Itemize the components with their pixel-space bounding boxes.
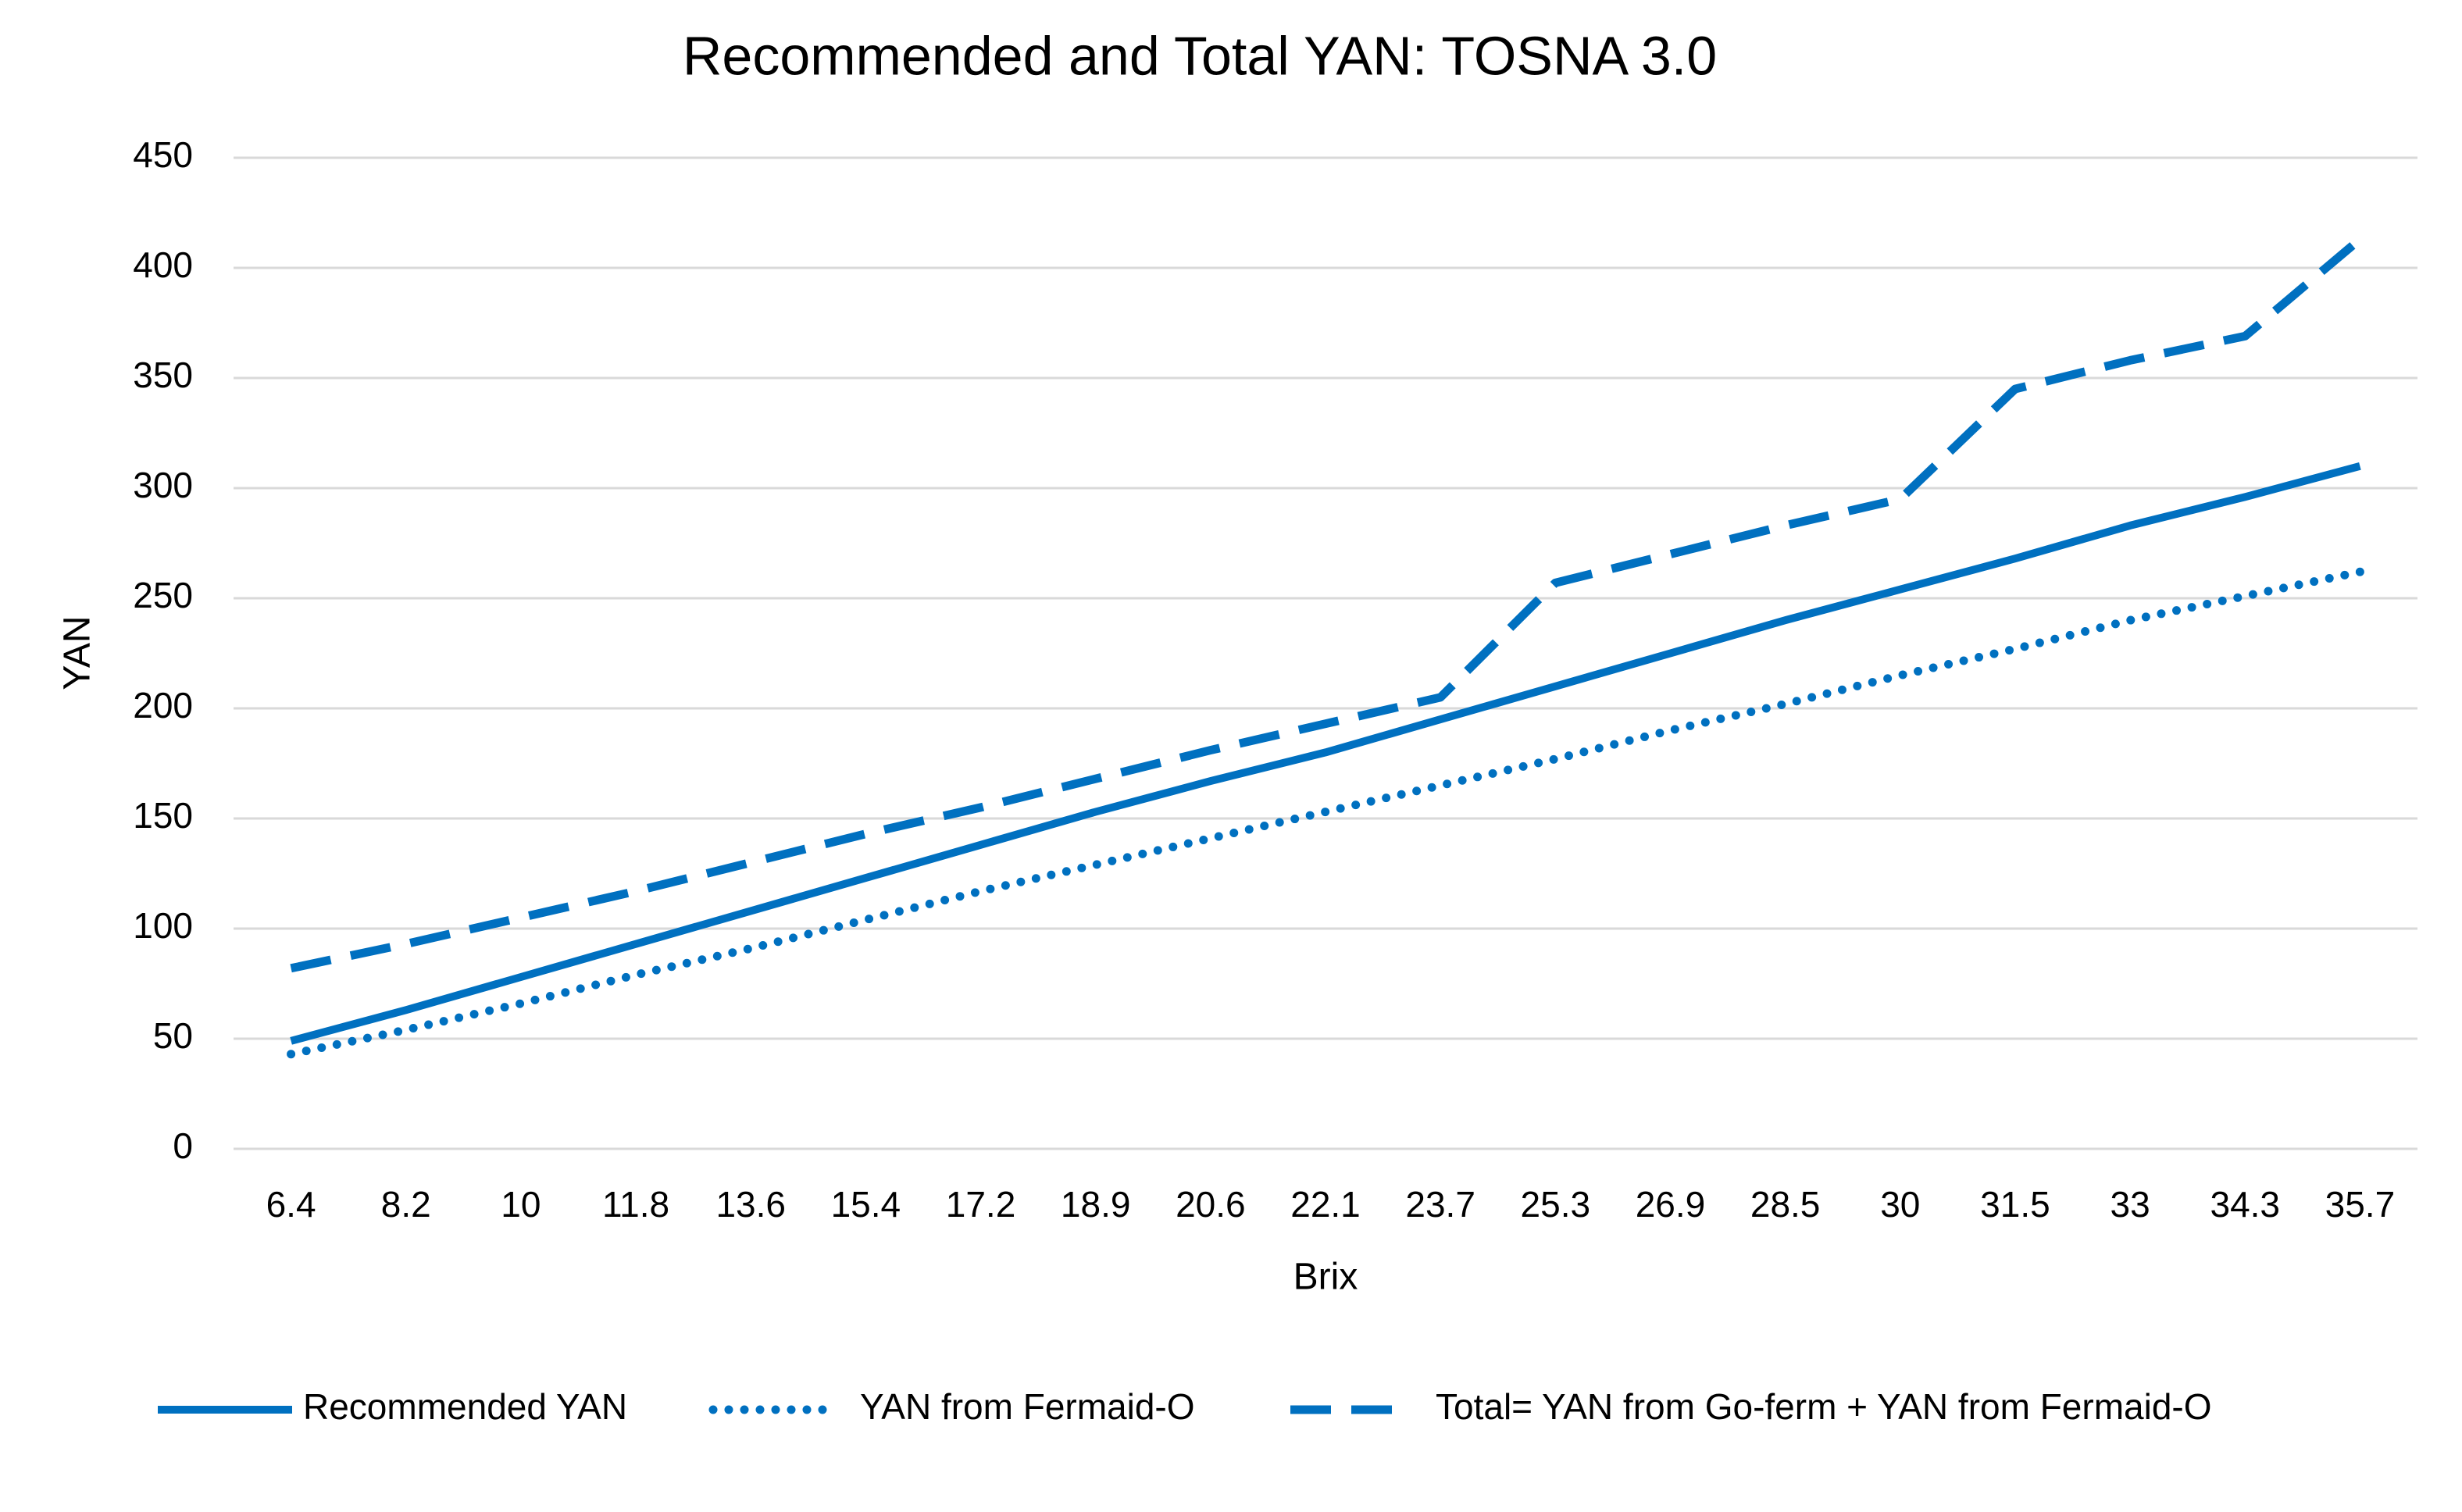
series-line [290, 236, 2363, 973]
y-axis-label: YAN [57, 615, 98, 690]
x-tick-label: 22.1 [1290, 1184, 1361, 1225]
legend-label: YAN from Fermaid-O [860, 1386, 1195, 1427]
x-tick-label: 20.6 [1176, 1184, 1246, 1225]
x-axis-label: Brix [1293, 1257, 1358, 1298]
y-tick-label: 350 [133, 355, 193, 395]
x-tick-label: 6.4 [266, 1184, 316, 1225]
series-line [290, 462, 2361, 1045]
x-tick-label: 26.9 [1636, 1184, 1706, 1225]
y-tick-label: 200 [133, 685, 193, 726]
y-tick-label: 450 [133, 134, 193, 175]
x-tick-label: 10 [501, 1184, 541, 1225]
x-tick-label: 13.6 [715, 1184, 786, 1225]
x-tick-label: 31.5 [1980, 1184, 2050, 1225]
y-tick-label: 0 [173, 1125, 193, 1166]
x-tick-label: 17.2 [946, 1184, 1016, 1225]
x-tick-label: 34.3 [2210, 1184, 2280, 1225]
legend-label: Total= YAN from Go-ferm + YAN from Ferma… [1436, 1386, 2212, 1427]
x-tick-label: 18.9 [1061, 1184, 1131, 1225]
legend-label: Recommended YAN [303, 1386, 627, 1427]
x-tick-label: 35.7 [2325, 1184, 2396, 1225]
y-tick-label: 250 [133, 575, 193, 615]
x-tick-label: 33 [2111, 1184, 2150, 1225]
y-tick-label: 150 [133, 795, 193, 836]
x-tick-label: 11.8 [602, 1184, 669, 1225]
y-tick-label: 300 [133, 465, 193, 505]
x-tick-label: 15.4 [831, 1184, 901, 1225]
y-tick-label: 100 [133, 905, 193, 946]
chart-title: Recommended and Total YAN: TOSNA 3.0 [683, 25, 1717, 86]
x-tick-label: 25.3 [1521, 1184, 1591, 1225]
y-tick-label: 400 [133, 244, 193, 285]
series-line [287, 567, 2364, 1059]
x-tick-label: 30 [1880, 1184, 1920, 1225]
x-tick-label: 8.2 [381, 1184, 431, 1225]
x-tick-label: 28.5 [1750, 1184, 1821, 1225]
x-tick-label: 23.7 [1405, 1184, 1475, 1225]
y-tick-label: 50 [153, 1015, 193, 1056]
